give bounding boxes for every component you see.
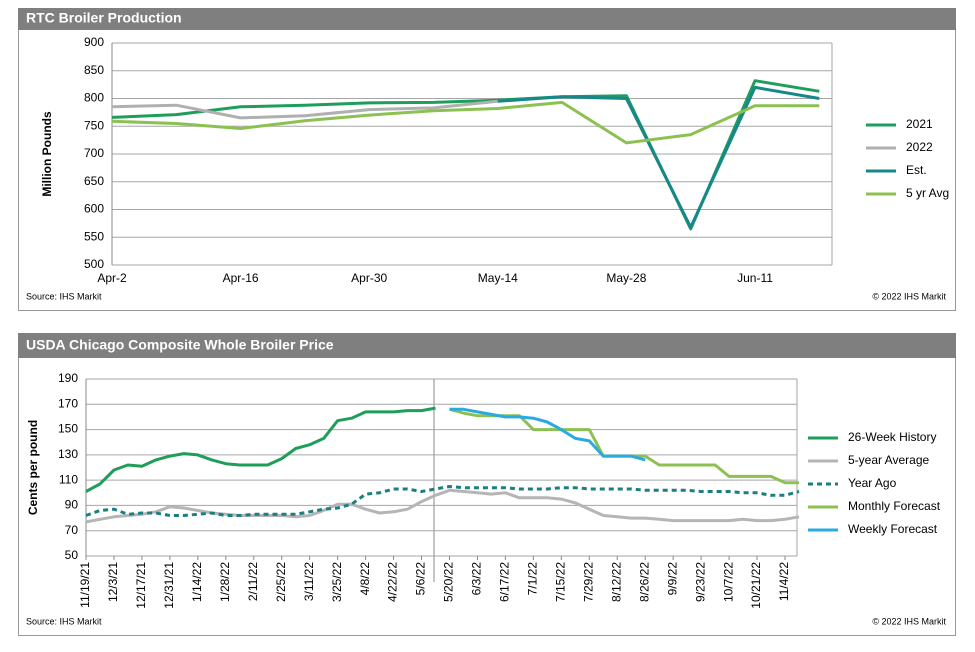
x-tick-label: 1/14/22 <box>190 562 204 602</box>
x-tick-label: May-28 <box>606 271 646 285</box>
x-tick-label: Jun-11 <box>737 271 773 285</box>
source: Source: IHS Markit <box>26 616 102 626</box>
panel-header <box>18 333 956 358</box>
y-tick-label: 900 <box>84 35 104 49</box>
y-axis-label: Cents per pound <box>26 420 40 515</box>
x-tick-label: 5/20/22 <box>442 562 456 602</box>
series-line <box>85 488 800 524</box>
x-tick-label: 11/19/21 <box>78 562 92 608</box>
y-tick-label: 170 <box>58 396 78 410</box>
series-line <box>111 99 498 120</box>
y-tick-label: 600 <box>84 202 104 216</box>
y-tick-label: 70 <box>65 523 79 537</box>
y-tick-label: 130 <box>58 447 78 461</box>
chart-title: RTC Broiler Production <box>26 10 182 26</box>
legend-label: 5 yr Avg <box>906 186 949 200</box>
legend-label: Weekly Forecast <box>848 522 938 536</box>
x-tick-label: 6/17/22 <box>498 562 512 602</box>
copyright: © 2022 IHS Markit <box>872 616 946 626</box>
x-tick-label: 7/29/22 <box>581 562 595 602</box>
x-tick-label: 10/21/22 <box>749 562 763 609</box>
x-tick-label: 4/8/22 <box>358 562 372 596</box>
y-tick-label: 550 <box>84 229 104 243</box>
x-tick-label: 8/26/22 <box>637 562 651 602</box>
y-tick-label: 90 <box>65 498 79 512</box>
y-tick-label: 110 <box>59 472 78 486</box>
y-tick-label: 500 <box>84 257 104 271</box>
legend-label: 2022 <box>906 140 933 154</box>
panel <box>18 8 956 311</box>
legend-label: Est. <box>906 163 927 177</box>
x-tick-label: 7/15/22 <box>553 562 567 602</box>
x-tick-label: 5/6/22 <box>414 562 428 596</box>
chart-title: USDA Chicago Composite Whole Broiler Pri… <box>26 337 334 353</box>
x-tick-label: 7/1/22 <box>526 562 540 596</box>
x-tick-label: 3/11/22 <box>302 562 316 601</box>
x-tick-label: 12/3/21 <box>106 562 120 602</box>
x-tick-label: Apr-30 <box>351 271 387 285</box>
y-tick-label: 150 <box>58 422 78 436</box>
x-tick-label: May-14 <box>478 271 518 285</box>
x-tick-label: 9/23/22 <box>693 562 707 602</box>
x-tick-label: Apr-2 <box>97 271 127 285</box>
y-axis-label: Million Pounds <box>40 111 54 197</box>
legend-label: 2021 <box>906 117 933 131</box>
x-tick-label: 12/17/21 <box>134 562 148 609</box>
x-tick-label: 9/9/22 <box>665 562 679 596</box>
x-tick-label: 3/25/22 <box>330 562 344 602</box>
series-line <box>85 485 800 517</box>
x-tick-label: 2/11/22 <box>246 562 260 601</box>
x-tick-label: 1/28/22 <box>218 562 232 602</box>
legend-label: 5-year Average <box>848 453 929 467</box>
y-tick-label: 850 <box>84 63 104 77</box>
x-tick-label: 10/7/22 <box>721 562 735 602</box>
series-line <box>111 100 820 145</box>
legend-label: 26-Week History <box>848 430 936 444</box>
x-tick-label: Apr-16 <box>223 271 259 285</box>
x-tick-label: 6/3/22 <box>470 562 484 596</box>
panel <box>18 333 956 636</box>
y-tick-label: 650 <box>84 174 104 188</box>
x-tick-label: 12/31/21 <box>162 562 176 609</box>
x-tick-label: 8/12/22 <box>609 562 623 602</box>
y-tick-label: 190 <box>58 371 78 385</box>
x-tick-label: 11/4/22 <box>777 562 791 601</box>
y-tick-label: 800 <box>84 91 104 105</box>
copyright: © 2022 IHS Markit <box>872 291 946 301</box>
series-line <box>449 407 646 462</box>
panel-header <box>18 8 956 30</box>
series-line <box>85 406 436 493</box>
y-tick-label: 700 <box>84 146 104 160</box>
source: Source: IHS Markit <box>26 291 102 301</box>
x-tick-label: 2/25/22 <box>274 562 288 602</box>
y-tick-label: 750 <box>84 118 104 132</box>
legend-label: Monthly Forecast <box>848 499 941 513</box>
legend-label: Year Ago <box>848 476 897 490</box>
x-tick-label: 4/22/22 <box>386 562 400 602</box>
y-tick-label: 50 <box>65 548 79 562</box>
series-line <box>497 85 820 229</box>
